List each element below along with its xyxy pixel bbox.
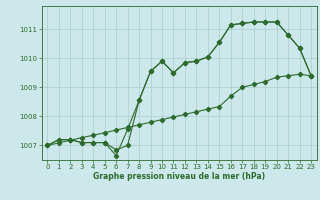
X-axis label: Graphe pression niveau de la mer (hPa): Graphe pression niveau de la mer (hPa) [93, 172, 265, 181]
